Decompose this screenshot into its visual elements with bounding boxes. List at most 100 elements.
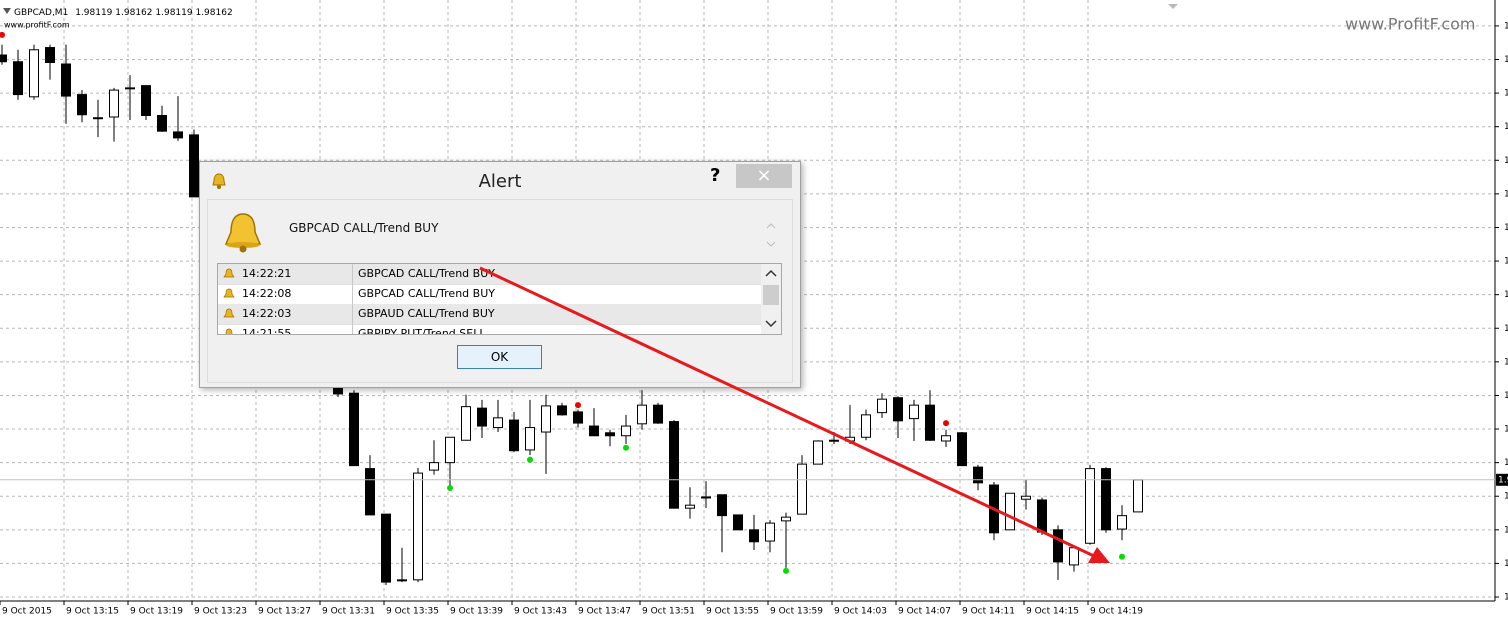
last-high: 1.98162 [115,8,152,18]
row-bell-icon [223,308,235,318]
candle-body [189,134,199,198]
alert-text: GBPCAD CALL/Trend BUY [358,267,495,280]
x-tick-label: 9 Oct 13:47 [578,607,631,617]
row-bell-icon [223,288,235,298]
last-open: 1.98119 [75,8,112,18]
candle-body [509,419,519,452]
x-tick-label: 9 Oct 13:31 [322,607,375,617]
x-tick-label: 9 Oct 13:35 [386,607,439,617]
candle-body [941,435,951,442]
candle-body [1005,492,1015,531]
y-tick-label: 1.98455 [1504,257,1508,267]
candle-body [829,439,839,442]
candle-body [157,114,167,132]
candle-body [1133,479,1143,513]
x-tick-label: 9 Oct 13:19 [130,607,183,617]
candle-body [333,387,343,395]
candle-body [589,425,599,437]
y-tick-label: 1.98545 [1504,189,1508,199]
ok-button[interactable]: OK [457,345,542,369]
y-tick-label: 1.98725 [1504,55,1508,65]
candle-body [909,404,919,420]
candle-body [797,463,807,515]
y-tick-label: 1.98500 [1504,223,1508,233]
candle-body [701,496,711,499]
candle-body [365,468,375,516]
candle-body [877,398,887,414]
message-scroll[interactable] [764,220,778,252]
title-bell-icon [212,173,226,189]
candle-body [1021,495,1031,500]
x-tick-label: 9 Oct 14:03 [834,607,887,617]
candle-body [717,494,727,517]
alert-time: 14:22:08 [242,287,292,300]
y-tick-label: 1.98275 [1504,391,1508,401]
signal-dot [623,444,629,451]
candle-body [0,54,7,63]
candle-body [1101,468,1111,531]
candle-body [781,516,791,522]
list-scrollbar[interactable] [761,264,781,334]
candle-body [749,529,759,543]
y-tick-label: 1.98320 [1504,357,1508,367]
signal-dot [575,402,581,409]
candle-body [989,484,999,534]
candle-body [173,131,183,139]
row-bell-icon [225,328,233,334]
candle-body [1117,515,1127,530]
candle-body [141,85,151,116]
y-tick-label: 1.98770 [1504,21,1508,31]
chart-header: GBPCAD,M1 1.98119 1.98162 1.98119 1.9816… [14,8,233,18]
candle-body [125,87,135,90]
x-tick-label: 9 Oct 13:43 [514,607,567,617]
candle-body [605,432,615,437]
candle-body [845,436,855,442]
candle-body [637,404,647,425]
candle-body [733,514,743,531]
alert-message: GBPCAD CALL/Trend BUY [289,221,439,235]
signal-dot [447,485,453,492]
x-tick-label: 9 Oct 13:15 [66,607,119,617]
x-tick-label: 9 Oct 14:07 [898,607,951,617]
current-price-box [1496,473,1508,486]
shift-marker [1168,4,1178,9]
y-tick-label: 1.98005 [1504,593,1508,603]
alert-dialog: Alert ? × GBPCAD CALL/Trend BUY 14:22:21… [199,161,801,388]
candle-body [525,427,535,451]
candle-body [1069,547,1079,566]
candle-body [685,504,695,509]
candle-body [621,425,631,437]
alert-time: 14:22:03 [242,307,292,320]
candle-body [29,49,39,98]
help-button[interactable]: ? [710,165,721,186]
y-tick-label: 1.98230 [1504,425,1508,435]
row-bell-icon [223,268,235,278]
y-tick-label: 1.98185 [1504,458,1508,468]
alert-row[interactable]: 14:21:55 GBPJPY PUT/Trend SELL [218,324,761,334]
signal-dot [783,567,789,574]
last-low: 1.98119 [155,8,192,18]
scrollbar-graphic [763,269,779,328]
candle-body [109,89,119,118]
alert-text: GBPAUD CALL/Trend BUY [358,307,495,320]
alert-row[interactable]: 14:22:03 GBPAUD CALL/Trend BUY [218,304,761,325]
candle-body [429,462,439,471]
x-tick-label: 9 Oct 13:23 [194,607,247,617]
alert-list: 14:22:21 GBPCAD CALL/Trend BUY 14:22:08 GB… [217,263,782,335]
alert-row[interactable]: 14:22:08 GBPCAD CALL/Trend BUY [218,284,761,305]
x-tick-label: 9 Oct 13:59 [770,607,823,617]
candle-body [477,407,487,427]
x-tick-label: 9 Oct 13:51 [642,607,695,617]
close-button[interactable]: × [736,164,792,188]
candle-body [653,404,663,424]
candle-body [461,406,471,441]
watermark: www.ProfitF.com [1345,15,1476,34]
x-tick-label: 9 Oct 2015 [2,607,52,617]
candle-body [493,417,503,429]
candle-body [541,405,551,433]
candle-body [1037,499,1047,533]
chart-subtitle: www.profitF.com [4,21,70,30]
candle-body [13,61,23,96]
signal-dot [0,31,5,38]
alert-row[interactable]: 14:22:21 GBPCAD CALL/Trend BUY [218,264,761,285]
